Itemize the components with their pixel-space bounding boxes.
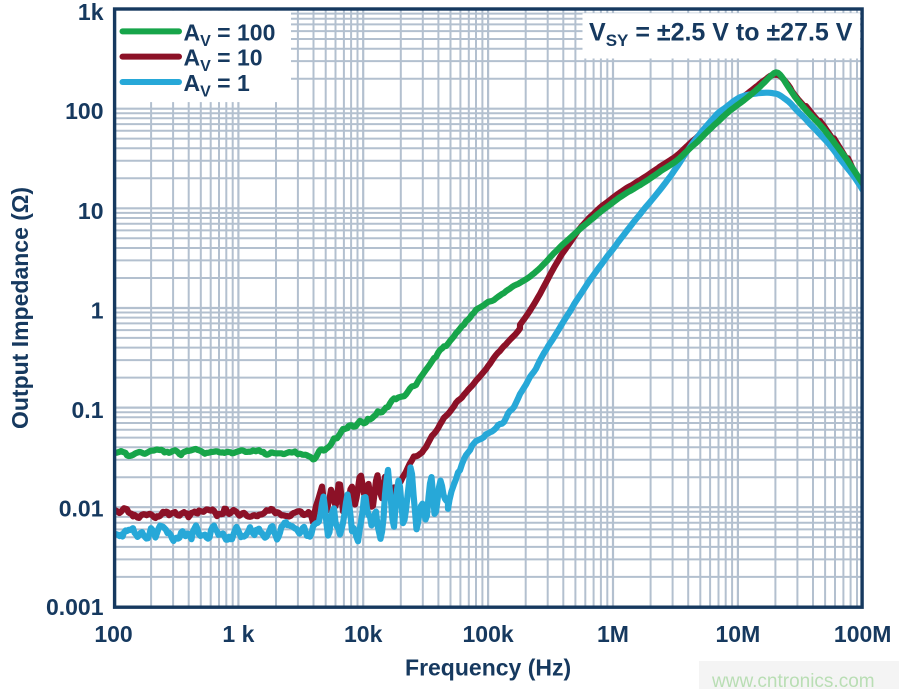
svg-text:100k: 100k <box>463 621 514 647</box>
svg-text:www.cntronics.com: www.cntronics.com <box>711 671 875 691</box>
svg-text:Frequency (Hz): Frequency (Hz) <box>405 654 571 680</box>
svg-text:100M: 100M <box>834 621 892 647</box>
svg-text:100: 100 <box>65 98 103 124</box>
svg-text:VSY = ±2.5 V to ±27.5 V: VSY = ±2.5 V to ±27.5 V <box>589 18 853 50</box>
svg-text:1: 1 <box>91 298 104 324</box>
svg-text:1k: 1k <box>78 0 104 25</box>
svg-text:AV = 10: AV = 10 <box>184 45 263 76</box>
svg-text:0.01: 0.01 <box>59 495 104 521</box>
svg-text:10M: 10M <box>716 621 761 647</box>
svg-text:0.001: 0.001 <box>46 594 104 620</box>
svg-text:AV = 1: AV = 1 <box>184 70 251 101</box>
svg-text:0.1: 0.1 <box>72 397 104 423</box>
svg-text:100: 100 <box>94 621 132 647</box>
svg-text:1 k: 1 k <box>222 621 254 647</box>
svg-text:AV = 100: AV = 100 <box>184 19 276 50</box>
svg-text:1M: 1M <box>597 621 629 647</box>
svg-text:10k: 10k <box>344 621 383 647</box>
svg-text:10: 10 <box>78 198 104 224</box>
svg-text:Output Impedance (Ω): Output Impedance (Ω) <box>7 187 33 429</box>
